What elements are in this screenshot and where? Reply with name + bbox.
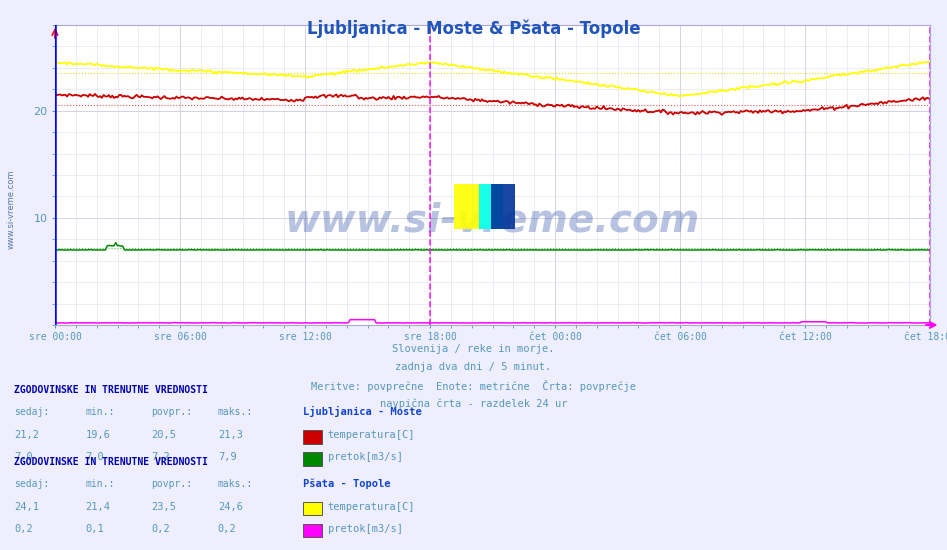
Text: temperatura[C]: temperatura[C] <box>328 430 415 441</box>
Text: 20,5: 20,5 <box>152 430 176 441</box>
Text: Slovenija / reke in morje.: Slovenija / reke in morje. <box>392 344 555 354</box>
Text: 24,1: 24,1 <box>14 502 39 512</box>
Text: Meritve: povprečne  Enote: metrične  Črta: povprečje: Meritve: povprečne Enote: metrične Črta:… <box>311 380 636 392</box>
Text: 24,6: 24,6 <box>218 502 242 512</box>
Bar <box>491 184 515 229</box>
Text: www.si-vreme.com: www.si-vreme.com <box>285 201 700 239</box>
Text: 21,4: 21,4 <box>85 502 110 512</box>
Text: 0,2: 0,2 <box>14 524 33 534</box>
Bar <box>478 184 503 229</box>
Text: www.si-vreme.com: www.si-vreme.com <box>7 169 16 249</box>
Text: pretok[m3/s]: pretok[m3/s] <box>328 524 402 534</box>
Text: sedaj:: sedaj: <box>14 478 49 489</box>
Text: 7,0: 7,0 <box>85 452 104 463</box>
Text: povpr.:: povpr.: <box>152 478 192 489</box>
Text: 21,2: 21,2 <box>14 430 39 441</box>
Text: 7,0: 7,0 <box>14 452 33 463</box>
Text: pretok[m3/s]: pretok[m3/s] <box>328 452 402 463</box>
Bar <box>455 184 503 229</box>
Text: 7,9: 7,9 <box>218 452 237 463</box>
Text: Ljubljanica - Moste: Ljubljanica - Moste <box>303 406 421 417</box>
Text: 0,2: 0,2 <box>152 524 170 534</box>
Text: ZGODOVINSKE IN TRENUTNE VREDNOSTI: ZGODOVINSKE IN TRENUTNE VREDNOSTI <box>14 385 208 395</box>
Text: temperatura[C]: temperatura[C] <box>328 502 415 512</box>
Text: 0,1: 0,1 <box>85 524 104 534</box>
Text: 21,3: 21,3 <box>218 430 242 441</box>
Text: zadnja dva dni / 5 minut.: zadnja dva dni / 5 minut. <box>396 362 551 372</box>
Text: min.:: min.: <box>85 478 115 489</box>
Text: 0,2: 0,2 <box>218 524 237 534</box>
Text: maks.:: maks.: <box>218 478 253 489</box>
Text: Ljubljanica - Moste & Pšata - Topole: Ljubljanica - Moste & Pšata - Topole <box>307 19 640 38</box>
Text: Pšata - Topole: Pšata - Topole <box>303 478 390 489</box>
Text: 7,2: 7,2 <box>152 452 170 463</box>
Text: maks.:: maks.: <box>218 407 253 417</box>
Text: 19,6: 19,6 <box>85 430 110 441</box>
Text: ZGODOVINSKE IN TRENUTNE VREDNOSTI: ZGODOVINSKE IN TRENUTNE VREDNOSTI <box>14 456 208 467</box>
Text: povpr.:: povpr.: <box>152 407 192 417</box>
Text: 23,5: 23,5 <box>152 502 176 512</box>
Text: navpična črta - razdelek 24 ur: navpična črta - razdelek 24 ur <box>380 398 567 409</box>
Text: min.:: min.: <box>85 407 115 417</box>
Text: sedaj:: sedaj: <box>14 407 49 417</box>
